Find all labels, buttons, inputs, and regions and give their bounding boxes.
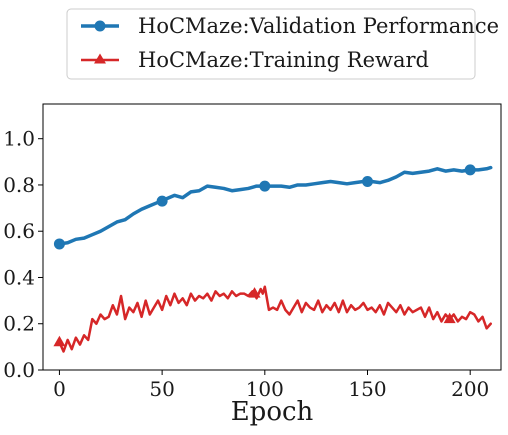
plot-frame (42, 103, 502, 371)
data-point-triangle-marker (248, 287, 261, 298)
series-layer (53, 164, 493, 353)
series-line (57, 165, 493, 246)
x-tick-label: 0 (53, 377, 66, 401)
series-line (58, 285, 492, 353)
y-tick-label: 0.6 (3, 219, 35, 243)
x-axis-label: Epoch (231, 397, 314, 427)
data-point-circle-marker (156, 195, 168, 207)
data-point-triangle-marker (443, 312, 456, 324)
x-tick-label: 50 (149, 377, 174, 401)
legend-box (66, 8, 476, 80)
data-point-circle-marker (259, 180, 271, 192)
x-tick-label: 100 (246, 377, 284, 401)
data-point-circle-marker (362, 175, 374, 187)
y-tick-label: 0.8 (3, 173, 35, 197)
legend-swatch-triangle-marker (94, 53, 106, 64)
y-tick-label: 0.4 (3, 265, 35, 289)
series-training-reward (53, 285, 492, 353)
x-axis: 0 50 100 150 200 (53, 370, 489, 401)
y-tick-label: 1.0 (3, 127, 35, 151)
y-tick-label: 0.2 (3, 312, 35, 336)
series-validation-performance (53, 164, 493, 250)
x-tick-label: 200 (451, 377, 489, 401)
data-point-circle-marker (53, 238, 65, 250)
x-tick-label: 150 (348, 377, 386, 401)
data-point-circle-marker (464, 164, 476, 176)
y-axis: 0.0 0.2 0.4 0.6 0.8 1.0 (3, 127, 43, 382)
data-point-triangle-marker (53, 335, 66, 347)
legend-label: HoCMaze:Training Reward (138, 48, 429, 72)
legend-label: HoCMaze:Validation Performance (138, 14, 499, 38)
legend: HoCMaze:Validation Performance HoCMaze:T… (66, 8, 499, 80)
legend-swatch-circle-marker (94, 20, 106, 32)
y-tick-label: 0.0 (3, 358, 35, 382)
